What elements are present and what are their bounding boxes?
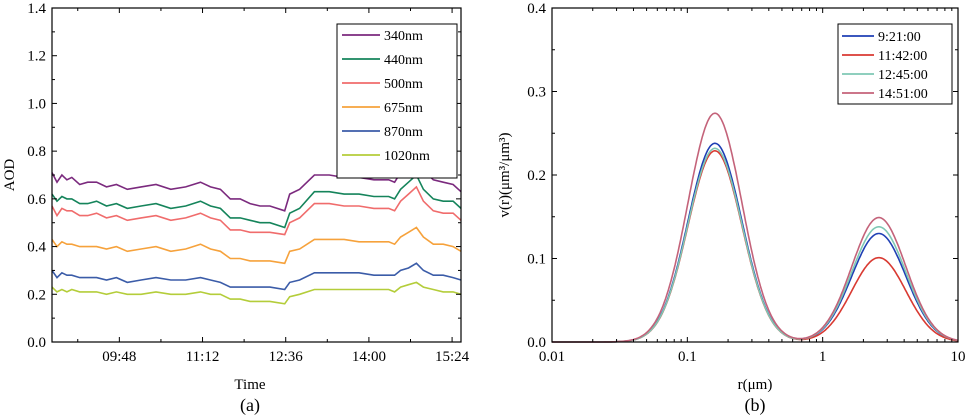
x-tick-label: 09:48 [102,349,136,365]
x-tick-label: 11:12 [186,349,220,365]
panel-b-y-ticks: 0.0 0.1 0.2 0.3 0.4 [527,1,958,351]
panel-a-x-axis-label: Time [234,377,265,393]
y-tick-label: 0.8 [27,144,46,160]
x-tick-label: 0.01 [539,349,565,365]
panel-a-y-ticks: 0.0 0.2 0.4 0.6 0.8 1.0 1.2 1.4 [27,1,461,351]
aod-line-500nm [51,185,462,236]
y-tick-label: 0.1 [527,252,546,268]
panel-a-x-ticks: 09:48 11:12 12:36 14:00 15:24 [77,8,470,365]
legend-label-870nm: 870nm [384,125,423,140]
panel-b-series-group [552,112,959,343]
y-tick-label: 1.4 [27,1,46,17]
panel-a-series-group [51,157,462,305]
panel-b-legend-box [837,23,953,105]
legend-label-440nm: 440nm [384,53,423,68]
panel-b-label: (b) [745,395,766,416]
y-tick-label: 0.3 [527,85,546,101]
y-tick-label: 1.2 [27,49,46,65]
legend-label-14:51:00: 14:51:00 [878,87,928,102]
aod-line-675nm [51,226,462,265]
y-tick-label: 0.2 [27,287,46,303]
x-tick-label: 1 [819,349,827,365]
y-tick-label: 0.6 [27,192,46,208]
panel-b-volume-size-distribution: 0.0 0.1 0.2 0.3 0.4 0.01 0.1 1 10 v(r)(μm³/μm³)… [497,1,966,416]
size-dist-line-14:51:00 [552,112,959,343]
panel-b-legend: 9:21:00 11:42:00 12:45:00 14:51:00 [837,23,953,105]
y-tick-label: 1.0 [27,96,46,112]
size-dist-line-11:42:00 [552,149,959,343]
aod-line-1020nm [51,281,462,305]
legend-label-9:21:00: 9:21:00 [878,30,921,45]
legend-label-1020nm: 1020nm [384,149,430,164]
legend-label-500nm: 500nm [384,77,423,92]
x-tick-label: 10 [951,349,966,365]
panel-a-label: (a) [240,395,260,416]
panel-a-legend: 340nm 440nm 500nm 675nm 870nm 1020nm [336,23,458,179]
legend-label-12:45:00: 12:45:00 [878,68,928,83]
y-tick-label: 0.0 [527,335,546,351]
legend-label-675nm: 675nm [384,101,423,116]
size-dist-line-12:45:00 [552,147,959,343]
x-tick-label: 14:00 [352,349,386,365]
panel-a-aod-chart: 0.0 0.2 0.4 0.6 0.8 1.0 1.2 1.4 09:48 11:12 12:36… [2,1,470,416]
panel-a-legend-box [336,23,458,179]
panel-b-x-axis-label: r(μm) [738,377,773,393]
legend-label-340nm: 340nm [384,29,423,44]
y-tick-label: 0.2 [527,168,546,184]
legend-label-11:42:00: 11:42:00 [878,49,927,64]
panel-a-y-axis-label: AOD [2,159,18,192]
aod-line-440nm [51,173,462,229]
panel-b-x-ticks: 0.01 0.1 1 10 [539,8,966,365]
aod-line-870nm [51,262,462,291]
x-tick-label: 12:36 [269,349,304,365]
x-tick-label: 0.1 [678,349,697,365]
y-tick-label: 0.4 [527,1,546,17]
panel-b-y-axis-label: v(r)(μm³/μm³) [497,132,513,217]
y-tick-label: 0.4 [27,240,46,256]
x-tick-label: 15:24 [435,349,470,365]
y-tick-label: 0.0 [27,335,46,351]
